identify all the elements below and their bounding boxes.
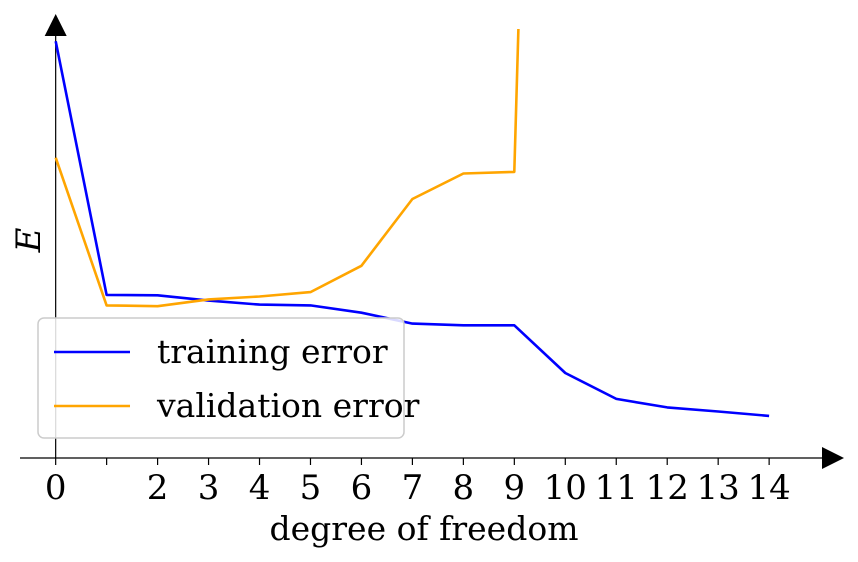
x-tick-label: 6: [351, 468, 373, 508]
x-tick-label: 2: [147, 468, 169, 508]
legend-label: validation error: [156, 386, 420, 425]
x-tick-label: 4: [249, 468, 271, 508]
series-lines: [54, 28, 770, 418]
x-ticks: 0 2 3 4 5 6 7 8 9 10 11 12 13 14: [45, 458, 791, 508]
x-tick-label: 9: [504, 468, 526, 508]
series-line-validation-error: [54, 28, 520, 308]
x-tick-label: 10: [544, 468, 587, 508]
x-tick-label: 13: [697, 468, 740, 508]
legend: training error validation error: [37, 317, 420, 439]
x-tick-label: 14: [748, 468, 791, 508]
x-axis-arrow: [822, 447, 844, 469]
series-line-training-error: [54, 40, 770, 418]
y-axis-label: E: [9, 227, 49, 253]
legend-label: training error: [157, 332, 388, 371]
legend-frame: [37, 317, 405, 439]
x-tick-label: 3: [198, 468, 220, 508]
x-tick-label: 5: [300, 468, 322, 508]
x-tick-label: 8: [453, 468, 475, 508]
x-tick-label: 12: [646, 468, 689, 508]
x-tick-label: 0: [45, 468, 67, 508]
x-tick-label: 7: [402, 468, 424, 508]
y-axis-arrow: [44, 14, 67, 36]
x-tick-label: 11: [595, 468, 638, 508]
x-axis-label: degree of freedom: [269, 509, 578, 548]
